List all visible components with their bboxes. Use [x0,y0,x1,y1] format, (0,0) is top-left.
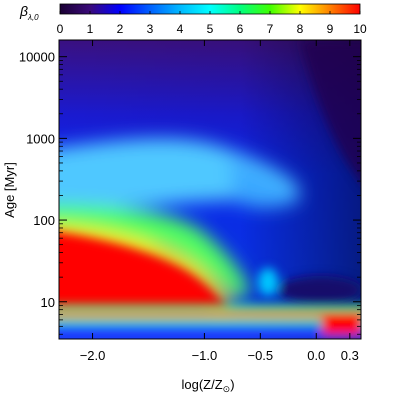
x-tick-label: 0.3 [341,348,359,363]
y-tick-label: 100 [33,213,55,228]
y-tick-label: 10000 [19,50,55,65]
y-tick-label: 10 [41,295,55,310]
x-axis-ticks: −2.0 −1.0 −0.5 0.0 0.3 [80,40,359,363]
sun-symbol: ⊙ [223,384,231,394]
colorbar-tick-label: 2 [117,22,124,36]
y-tick-label: 1000 [26,131,55,146]
region-cyan-knot [258,268,278,296]
heatmap [59,40,361,339]
colorbar-tick-label: 3 [147,22,154,36]
region-red-young [59,232,228,312]
band-blue-bottom [59,326,361,339]
region-highz-dip [278,276,361,304]
band-cyan-lower [59,318,361,324]
x-tick-label: −0.5 [247,348,273,363]
x-tick-label: −2.0 [80,348,106,363]
region-cyan-lobe [230,160,300,208]
colorbar-label: βλ,0 [19,3,39,22]
colorbar-ticks: 0 1 2 3 4 5 6 7 8 9 10 [57,11,367,36]
colorbar-tick-label: 0 [57,22,64,36]
band-red-4myr [59,312,361,318]
band-cyan-upper [59,305,361,311]
colorbar: βλ,0 0 1 2 3 4 5 6 7 8 9 10 [19,3,367,36]
colorbar-tick-label: 10 [353,22,367,36]
x-axis-label: log(Z/Z⊙) [181,377,234,394]
colorbar-tick-label: 5 [207,22,214,36]
colorbar-tick-label: 9 [327,22,334,36]
region-dark-corner [300,40,361,183]
colorbar-tick-label: 4 [177,22,184,36]
plot-frame [58,39,362,340]
colorbar-label-subscript: λ,0 [27,13,39,22]
band-red-hiz [322,315,361,335]
colorbar-tick-label: 6 [237,22,244,36]
region-green-band [59,205,250,300]
x-tick-label: −1.0 [192,348,218,363]
colorbar-tick-label: 8 [297,22,304,36]
colorbar-tick-label: 7 [267,22,274,36]
y-axis-label: Age [Myr] [2,162,17,218]
y-axis-ticks: 10000 1000 100 10 [19,50,361,335]
colorbar-tick-label: 1 [87,22,94,36]
x-tick-label: 0.0 [307,348,325,363]
